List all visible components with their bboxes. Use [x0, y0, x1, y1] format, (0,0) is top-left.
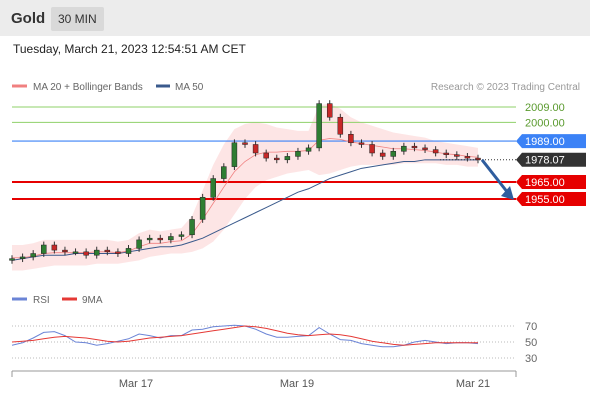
- candle-body: [443, 152, 449, 155]
- rsi-line: [11, 324, 479, 348]
- price-tag-current: [516, 152, 586, 167]
- candle-body: [210, 178, 216, 198]
- candle-body: [62, 249, 68, 253]
- price-tag-label: 1989.00: [525, 136, 565, 148]
- ma20-line: [12, 138, 479, 259]
- timeframe-badge[interactable]: 30 MIN: [51, 7, 104, 31]
- candle-body: [168, 236, 174, 241]
- projection-arrow-shaft: [480, 158, 510, 194]
- candle-body: [199, 197, 206, 220]
- x-axis-label: Mar 19: [280, 378, 314, 390]
- x-axis-label: Mar 21: [456, 378, 490, 390]
- candle-body: [231, 142, 238, 167]
- rsi-ma9-line: [11, 325, 478, 346]
- ma9-legend-label: 9MA: [82, 295, 103, 306]
- candle-body: [189, 219, 195, 236]
- chart-header: Gold 30 MIN: [0, 0, 590, 36]
- x-axis-label: Mar 17: [119, 378, 153, 390]
- instrument-title: Gold: [11, 10, 46, 27]
- price-tag-label: 1978.07: [525, 155, 565, 167]
- candle-body: [51, 244, 58, 251]
- candle-body: [104, 249, 111, 253]
- candle-body: [30, 253, 36, 258]
- ma50-line: [11, 159, 478, 261]
- candle-body: [390, 151, 397, 157]
- price-tag-support: [516, 174, 586, 189]
- candle-body: [157, 237, 164, 241]
- candle-body: [401, 145, 407, 152]
- candle-body: [274, 157, 280, 161]
- candle-body: [348, 134, 354, 144]
- candle-body: [369, 144, 375, 154]
- candle-body: [454, 154, 460, 157]
- candle-body: [41, 244, 47, 254]
- candle-body: [115, 251, 121, 254]
- candle-body: [136, 239, 142, 249]
- legend-label-ma50: MA 50: [175, 82, 204, 93]
- candle-body: [411, 145, 418, 149]
- candle-body: [379, 152, 386, 157]
- candle-body: [464, 156, 471, 159]
- candle-body: [221, 166, 227, 179]
- candle-body: [422, 147, 428, 150]
- candle-body: [326, 103, 333, 118]
- rsi-level-label: 50: [525, 337, 537, 349]
- target-label: 2000.00: [525, 117, 565, 129]
- candle-body: [263, 152, 269, 159]
- candle-body: [178, 234, 185, 237]
- price-tag-support: [516, 192, 586, 206]
- candle-body: [93, 249, 100, 256]
- target-label: 2009.00: [525, 102, 565, 114]
- rsi-level-label: 70: [525, 321, 537, 333]
- candle-body: [295, 151, 301, 157]
- candle-body: [475, 157, 481, 161]
- candle-body: [316, 103, 322, 149]
- candle-body: [432, 149, 439, 154]
- timestamp: Tuesday, March 21, 2023 12:54:51 AM CET: [13, 42, 246, 56]
- candle-body: [146, 237, 153, 241]
- price-tag-resistance: [516, 134, 586, 149]
- candle-body: [305, 147, 312, 152]
- bollinger-band: [12, 103, 478, 271]
- candle-body: [125, 248, 132, 254]
- candle-body: [72, 251, 79, 254]
- legend-label-ma20: MA 20 + Bollinger Bands: [33, 82, 143, 93]
- candle-body: [83, 251, 89, 256]
- rsi-level-label: 30: [525, 353, 537, 365]
- credit-text: Research © 2023 Trading Central: [431, 82, 580, 93]
- price-tag-label: 1965.00: [525, 177, 565, 189]
- price-tag-label: 1955.00: [525, 194, 565, 206]
- candle-body: [252, 144, 259, 154]
- candle-body: [242, 142, 248, 145]
- candle-body: [19, 256, 26, 259]
- rsi-legend-label: RSI: [33, 295, 50, 306]
- projection-arrow-head: [501, 186, 514, 200]
- candle-body: [9, 258, 15, 261]
- candle-body: [284, 156, 291, 161]
- candle-body: [358, 142, 365, 145]
- candle-body: [337, 116, 344, 135]
